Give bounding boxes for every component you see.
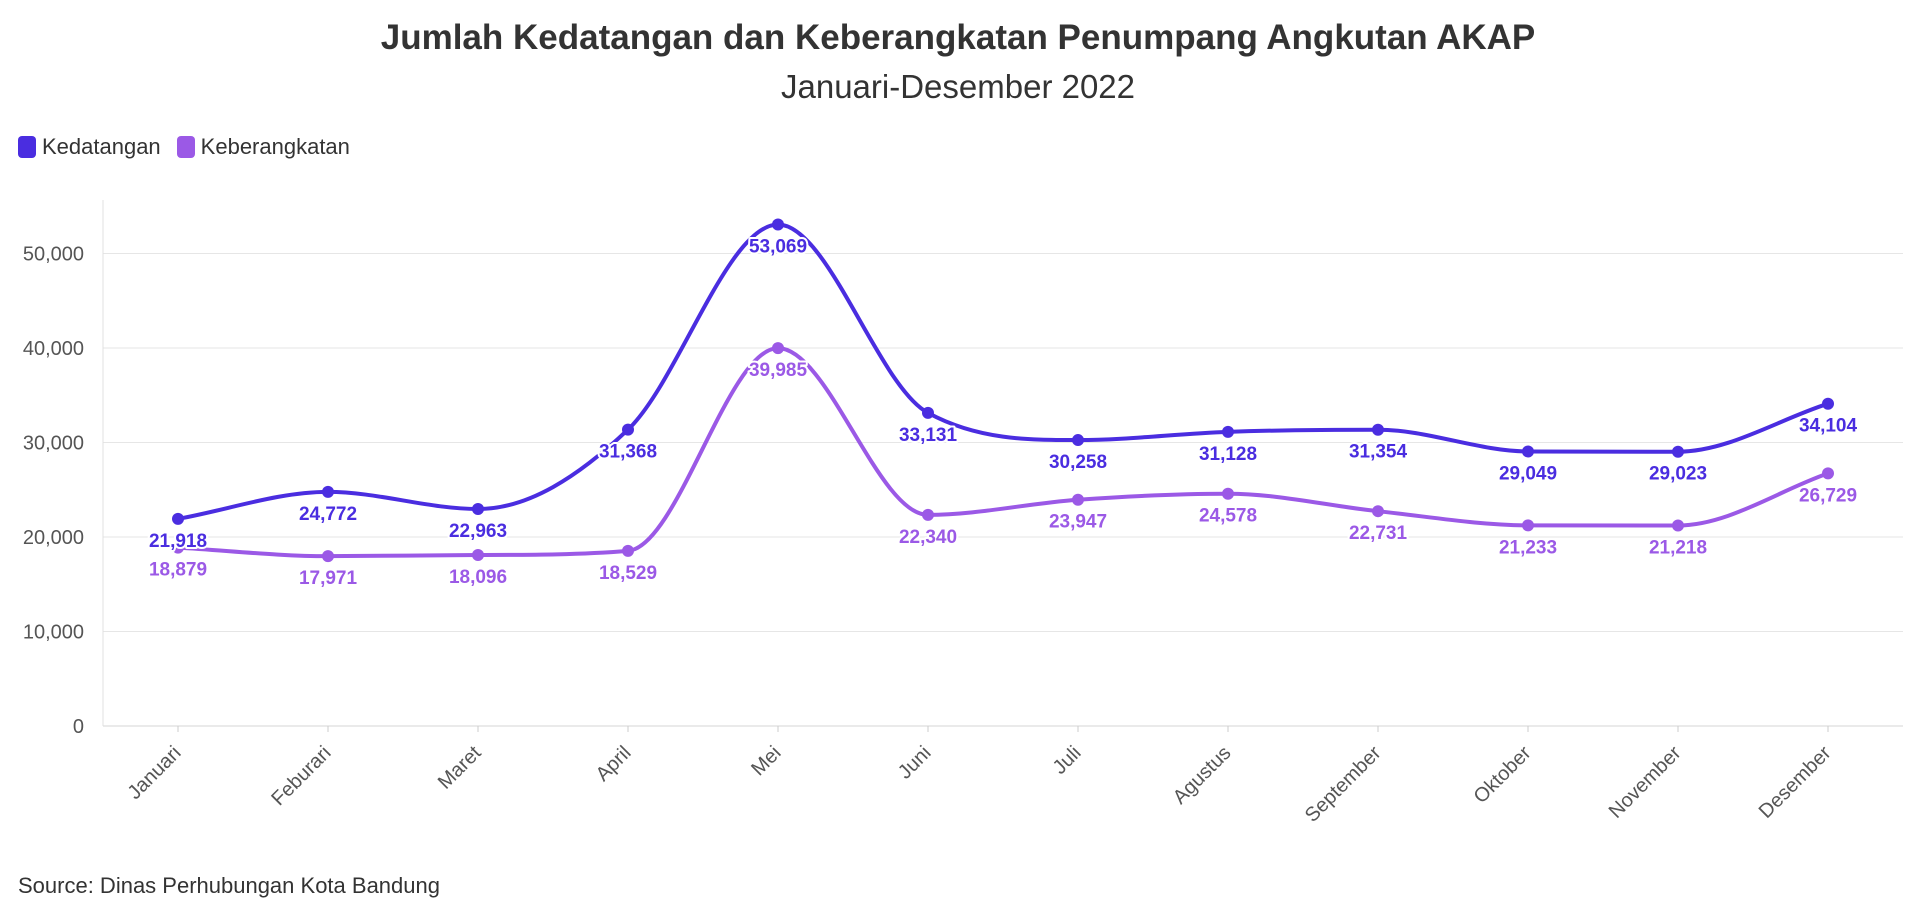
data-point-kedatangan[interactable]	[1822, 397, 1834, 410]
data-point-kedatangan[interactable]	[1522, 445, 1534, 458]
y-tick-label: 50,000	[23, 244, 84, 266]
data-label-kedatangan: 33,131	[899, 425, 958, 446]
data-label-keberangkatan: 23,947	[1049, 512, 1107, 533]
data-label-keberangkatan: 21,218	[1649, 537, 1707, 558]
data-point-kedatangan[interactable]	[322, 485, 334, 498]
data-label-kedatangan: 24,772	[299, 504, 357, 525]
data-point-kedatangan[interactable]	[922, 406, 934, 419]
x-tick-label: April	[592, 742, 636, 786]
y-tick-label: 0	[73, 716, 84, 738]
chart-source: Source: Dinas Perhubungan Kota Bandung	[18, 873, 440, 898]
data-point-kedatangan[interactable]	[1372, 423, 1384, 436]
legend-swatch-kedatangan	[18, 136, 36, 158]
x-tick-label: Desember	[1755, 742, 1836, 823]
x-tick-label: November	[1605, 742, 1686, 823]
data-point-keberangkatan[interactable]	[1822, 467, 1834, 480]
data-point-kedatangan[interactable]	[172, 512, 184, 525]
data-point-keberangkatan[interactable]	[1222, 487, 1234, 500]
x-tick-label: Januari	[124, 742, 186, 804]
data-label-kedatangan: 31,368	[599, 442, 657, 463]
data-label-keberangkatan: 22,340	[899, 527, 957, 548]
data-label-kedatangan: 31,128	[1199, 444, 1257, 465]
x-tick-label: Juli	[1049, 742, 1086, 779]
x-tick-label: Agustus	[1169, 742, 1236, 809]
x-tick-label: Feburari	[267, 742, 335, 810]
data-label-keberangkatan: 22,731	[1349, 523, 1408, 544]
data-label-keberangkatan: 24,578	[1199, 506, 1257, 527]
data-point-keberangkatan[interactable]	[322, 550, 334, 563]
y-tick-label: 40,000	[23, 338, 84, 360]
legend-item-kedatangan[interactable]: Kedatangan	[18, 134, 161, 160]
data-point-kedatangan[interactable]	[622, 423, 634, 436]
data-label-keberangkatan: 18,096	[449, 567, 507, 588]
data-label-keberangkatan: 26,729	[1799, 485, 1857, 506]
data-point-keberangkatan[interactable]	[472, 548, 484, 561]
legend-label-kedatangan: Kedatangan	[42, 134, 161, 159]
data-label-keberangkatan: 17,971	[299, 568, 358, 589]
data-label-keberangkatan: 21,233	[1499, 537, 1557, 558]
data-point-keberangkatan[interactable]	[1672, 519, 1684, 532]
data-label-kedatangan: 34,104	[1799, 416, 1858, 437]
legend-item-keberangkatan[interactable]: Keberangkatan	[176, 134, 350, 160]
data-point-kedatangan[interactable]	[472, 502, 484, 515]
data-point-keberangkatan[interactable]	[1372, 505, 1384, 518]
chart-subtitle: Januari-Desember 2022	[780, 68, 1136, 105]
data-point-kedatangan[interactable]	[772, 218, 784, 231]
data-label-keberangkatan: 18,879	[149, 560, 207, 581]
data-point-kedatangan[interactable]	[1072, 434, 1084, 447]
data-point-keberangkatan[interactable]	[1072, 493, 1084, 506]
data-point-keberangkatan[interactable]	[622, 544, 634, 557]
y-tick-label: 30,000	[23, 433, 84, 455]
data-label-kedatangan: 21,918	[149, 531, 207, 552]
data-point-kedatangan[interactable]	[1222, 425, 1234, 438]
x-tick-label: Juni	[894, 742, 936, 784]
chart-legend: Kedatangan Keberangkatan	[18, 134, 350, 160]
x-tick-label: Maret	[434, 742, 486, 794]
data-point-keberangkatan[interactable]	[922, 508, 934, 521]
legend-label-keberangkatan: Keberangkatan	[200, 134, 350, 159]
data-point-keberangkatan[interactable]	[172, 541, 184, 554]
data-label-kedatangan: 53,069	[749, 236, 807, 257]
data-label-kedatangan: 30,258	[1049, 452, 1107, 473]
series-line-kedatangan	[176, 222, 1830, 521]
data-label-kedatangan: 22,963	[449, 521, 507, 542]
data-point-keberangkatan[interactable]	[772, 342, 784, 355]
x-tick-label: September	[1301, 742, 1386, 827]
chart-title: Jumlah Kedatangan dan Keberangkatan Penu…	[380, 18, 1536, 57]
data-label-kedatangan: 29,049	[1499, 463, 1557, 484]
data-point-keberangkatan[interactable]	[1522, 519, 1534, 532]
data-label-kedatangan: 31,354	[1349, 442, 1408, 463]
data-point-kedatangan[interactable]	[1672, 445, 1684, 458]
y-tick-label: 10,000	[23, 622, 84, 644]
data-label-keberangkatan: 18,529	[599, 563, 657, 584]
x-tick-label: Mei	[747, 742, 785, 780]
data-label-kedatangan: 29,023	[1649, 464, 1707, 485]
data-label-keberangkatan: 39,985	[749, 360, 808, 381]
y-tick-label: 20,000	[23, 527, 84, 549]
x-tick-label: Oktober	[1470, 742, 1536, 808]
legend-swatch-keberangkatan	[176, 136, 195, 158]
